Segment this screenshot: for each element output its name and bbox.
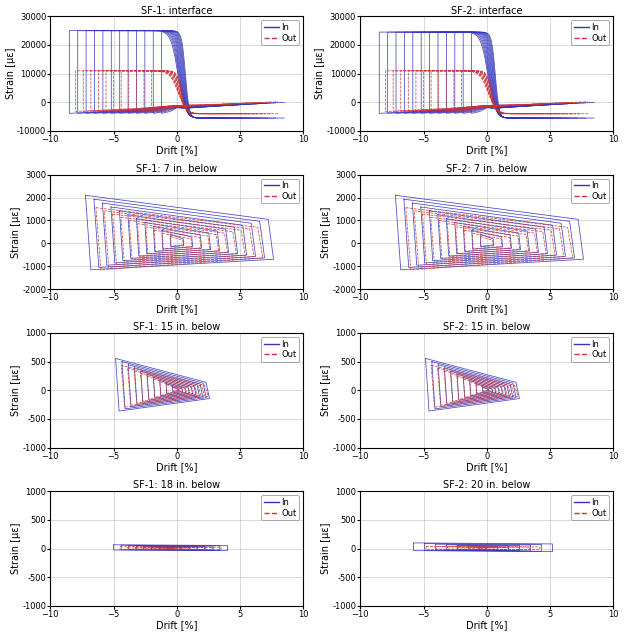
Y-axis label: Strain [με]: Strain [με] [316,48,326,99]
Y-axis label: Strain [με]: Strain [με] [321,523,331,574]
Title: SF-2: 20 in. below: SF-2: 20 in. below [443,480,530,490]
Legend: In, Out: In, Out [261,337,299,362]
Title: SF-1: 15 in. below: SF-1: 15 in. below [133,322,220,332]
Legend: In, Out: In, Out [572,495,609,520]
X-axis label: Drift [%]: Drift [%] [466,462,507,472]
Title: SF-2: 7 in. below: SF-2: 7 in. below [446,164,527,174]
Y-axis label: Strain [με]: Strain [με] [321,364,331,416]
X-axis label: Drift [%]: Drift [%] [156,462,198,472]
X-axis label: Drift [%]: Drift [%] [466,621,507,630]
Legend: In, Out: In, Out [261,179,299,204]
Title: SF-1: 18 in. below: SF-1: 18 in. below [134,480,220,490]
Legend: In, Out: In, Out [572,179,609,204]
X-axis label: Drift [%]: Drift [%] [156,621,198,630]
X-axis label: Drift [%]: Drift [%] [156,304,198,314]
Title: SF-2: interface: SF-2: interface [451,6,522,15]
Legend: In, Out: In, Out [261,20,299,45]
Title: SF-1: interface: SF-1: interface [141,6,213,15]
Y-axis label: Strain [με]: Strain [με] [11,206,21,258]
Legend: In, Out: In, Out [572,337,609,362]
Y-axis label: Strain [με]: Strain [με] [6,48,16,99]
Title: SF-2: 15 in. below: SF-2: 15 in. below [443,322,530,332]
X-axis label: Drift [%]: Drift [%] [466,304,507,314]
Title: SF-1: 7 in. below: SF-1: 7 in. below [136,164,217,174]
X-axis label: Drift [%]: Drift [%] [466,146,507,156]
Y-axis label: Strain [με]: Strain [με] [11,523,21,574]
Y-axis label: Strain [με]: Strain [με] [321,206,331,258]
Legend: In, Out: In, Out [261,495,299,520]
X-axis label: Drift [%]: Drift [%] [156,146,198,156]
Legend: In, Out: In, Out [572,20,609,45]
Y-axis label: Strain [με]: Strain [με] [11,364,21,416]
